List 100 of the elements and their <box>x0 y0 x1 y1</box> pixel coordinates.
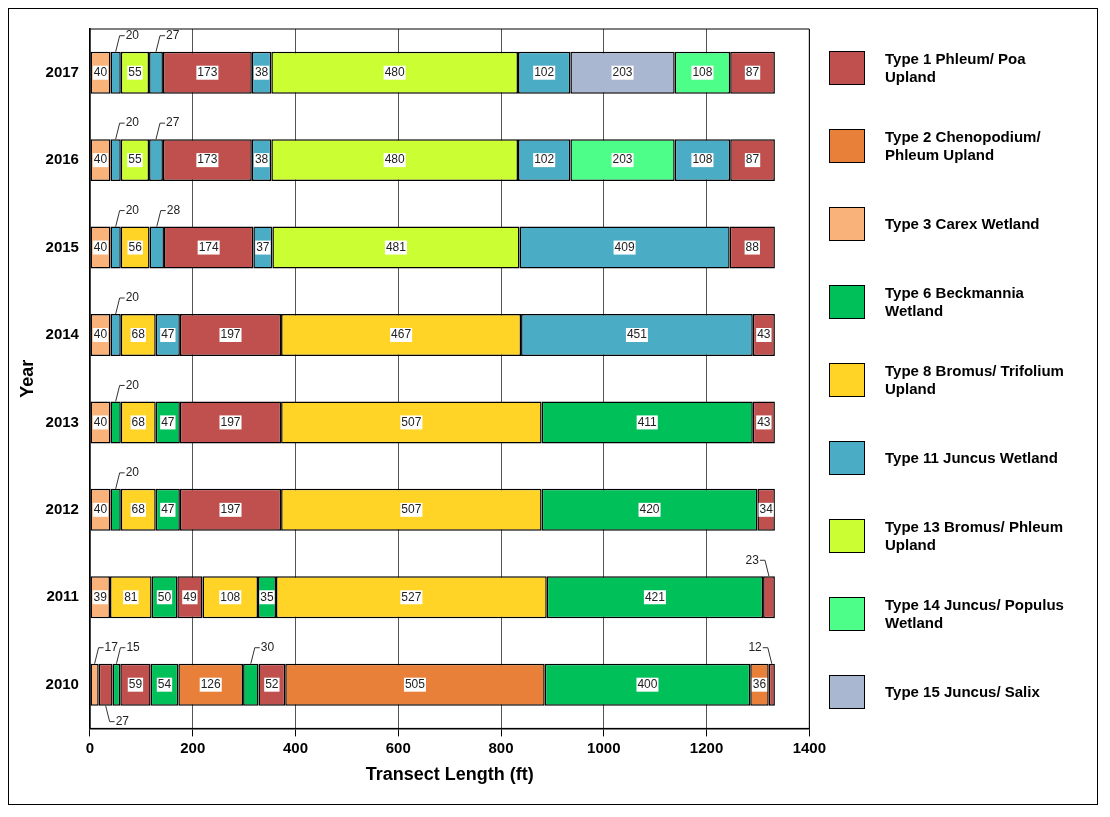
y-tick-label: 2016 <box>45 150 79 168</box>
data-label: 40 <box>93 65 108 80</box>
data-label: 409 <box>614 239 635 254</box>
legend-label: Type 2 Chenopodium/ Phleum Upland <box>885 128 1042 164</box>
data-label: 27 <box>115 713 130 728</box>
data-label: 126 <box>200 677 222 691</box>
data-label: 54 <box>157 677 172 691</box>
data-label: 56 <box>128 239 143 254</box>
data-label: 505 <box>404 677 426 691</box>
x-tick-label: 0 <box>85 738 95 756</box>
y-tick-label: 2013 <box>45 412 79 430</box>
data-label: 467 <box>391 327 412 342</box>
data-label: 40 <box>93 152 108 167</box>
legend-label: Type 13 Bromus/ Phleum Upland <box>885 518 1065 554</box>
data-label: 47 <box>161 502 175 517</box>
legend-label: Type 14 Juncus/ Populus Wetland <box>885 596 1065 632</box>
data-label: 420 <box>639 502 660 517</box>
data-label: 87 <box>745 65 760 80</box>
data-label: 43 <box>757 414 771 429</box>
y-tick-label: 2010 <box>45 674 79 692</box>
data-label: 421 <box>644 589 666 604</box>
x-tick-label: 1200 <box>689 738 724 756</box>
x-tick-label: 1000 <box>587 738 621 756</box>
data-label: 27 <box>165 115 180 130</box>
data-label: 108 <box>692 152 713 167</box>
data-label: 15 <box>126 640 141 655</box>
data-label: 55 <box>128 152 142 167</box>
data-label: 38 <box>254 65 269 80</box>
legend-label: Type 1 Phleum/ Poa Upland <box>885 50 1027 86</box>
data-label: 87 <box>745 152 760 167</box>
legend-label: Type 6 Beckmannia Wetland <box>885 284 1025 320</box>
y-tick-label: 2014 <box>45 325 80 343</box>
data-label: 17 <box>104 640 119 655</box>
data-label: 68 <box>131 327 146 342</box>
data-label: 34 <box>759 502 774 517</box>
data-label: 88 <box>745 239 760 254</box>
legend-label: Type 11 Juncus Wetland <box>885 449 1059 467</box>
data-label: 20 <box>125 28 140 43</box>
data-label: 108 <box>692 65 713 80</box>
data-label: 35 <box>260 589 274 604</box>
data-label: 102 <box>534 65 555 80</box>
data-label: 50 <box>157 589 172 604</box>
data-label: 197 <box>220 327 241 342</box>
data-label: 52 <box>265 677 279 691</box>
y-tick-label: 2015 <box>45 237 79 255</box>
data-label: 481 <box>385 239 407 254</box>
data-label: 480 <box>384 152 405 167</box>
x-tick-label: 400 <box>282 738 309 756</box>
data-label: 59 <box>128 677 143 691</box>
y-tick-label: 2012 <box>45 499 79 517</box>
data-label: 47 <box>161 414 175 429</box>
data-label: 203 <box>612 65 633 80</box>
data-label: 102 <box>534 152 555 167</box>
data-label: 20 <box>125 115 140 130</box>
data-label: 55 <box>128 65 142 80</box>
data-label: 27 <box>165 28 180 43</box>
data-label: 36 <box>752 677 767 691</box>
data-label: 40 <box>93 502 108 517</box>
y-tick-label: 2017 <box>45 62 79 80</box>
data-label: 507 <box>401 502 422 517</box>
data-label: 37 <box>256 239 270 254</box>
data-label: 203 <box>612 152 633 167</box>
data-label: 173 <box>197 152 218 167</box>
data-label: 197 <box>220 502 241 517</box>
data-label: 81 <box>124 589 138 604</box>
y-axis-title: Year <box>16 359 37 398</box>
legend-label: Type 15 Juncus/ Salix <box>885 683 1041 701</box>
data-label: 39 <box>93 589 108 604</box>
data-label: 20 <box>125 465 140 480</box>
x-axis-title: Transect Length (ft) <box>365 764 534 785</box>
x-tick-label: 1400 <box>792 738 826 756</box>
data-label: 174 <box>198 239 219 254</box>
legend-label: Type 8 Bromus/ Trifolium Upland <box>885 362 1065 398</box>
y-tick-label: 2011 <box>46 587 79 605</box>
data-label: 68 <box>131 414 146 429</box>
data-label: 12 <box>748 640 763 655</box>
data-label: 43 <box>757 327 771 342</box>
legend-label: Type 3 Carex Wetland <box>885 215 1041 233</box>
data-label: 411 <box>637 414 658 429</box>
data-label: 49 <box>183 589 197 604</box>
data-label: 68 <box>131 502 146 517</box>
data-label: 173 <box>197 65 218 80</box>
x-tick-label: 800 <box>488 738 514 756</box>
data-label: 20 <box>125 290 140 305</box>
data-label: 40 <box>93 414 108 429</box>
data-label: 40 <box>93 327 108 342</box>
data-label: 197 <box>220 414 241 429</box>
data-label: 23 <box>745 552 760 567</box>
data-label: 507 <box>401 414 422 429</box>
data-label: 400 <box>637 677 658 691</box>
data-label: 28 <box>166 202 181 217</box>
data-label: 47 <box>161 327 175 342</box>
data-label: 20 <box>125 202 140 217</box>
data-label: 40 <box>93 239 108 254</box>
data-label: 38 <box>254 152 269 167</box>
data-label: 30 <box>260 640 275 655</box>
data-label: 451 <box>626 327 648 342</box>
data-label: 20 <box>125 377 140 392</box>
data-label: 480 <box>384 65 405 80</box>
x-tick-label: 200 <box>180 738 206 756</box>
